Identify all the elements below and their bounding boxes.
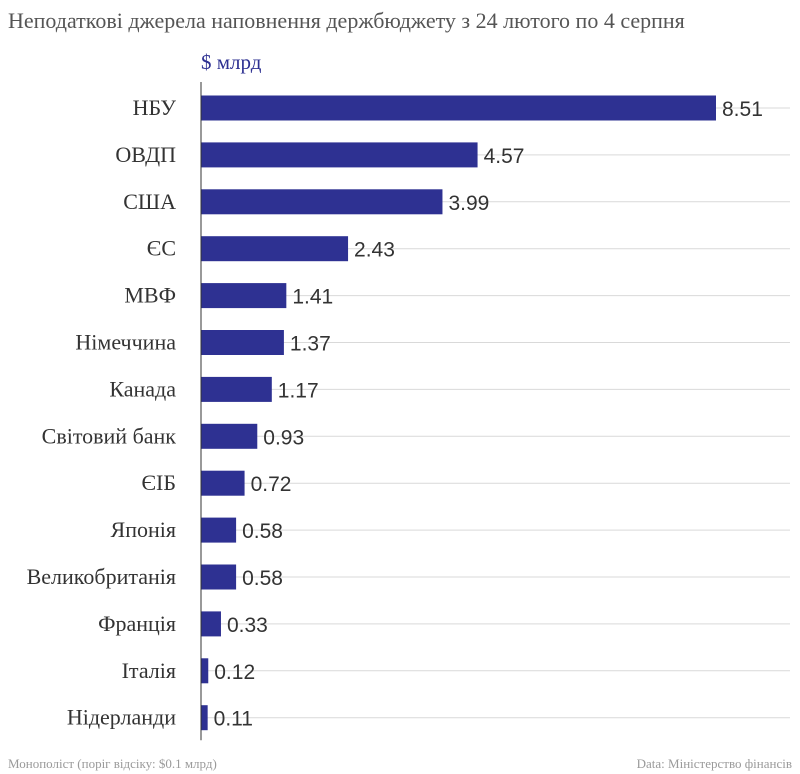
value-label: 0.72: [251, 473, 292, 496]
value-label: 4.57: [484, 145, 525, 168]
gridlines: [201, 107, 790, 719]
bar: [201, 142, 478, 168]
value-label: 0.58: [242, 567, 283, 590]
value-label: 1.41: [292, 286, 333, 309]
bar: [201, 95, 716, 121]
unit-label: $ млрд: [201, 50, 262, 74]
value-label: 0.33: [227, 614, 268, 637]
value-label: 0.58: [242, 520, 283, 543]
bar: [201, 423, 258, 449]
category-label: США: [123, 189, 176, 214]
bar: [201, 517, 237, 543]
category-label: Нідерланди: [67, 705, 176, 730]
value-label: 3.99: [448, 192, 489, 215]
value-label: 1.17: [278, 379, 319, 402]
category-label: НБУ: [133, 95, 177, 120]
value-label: 0.93: [263, 426, 304, 449]
bar: [201, 283, 287, 309]
labels: НБУ 8.51 ОВДП 4.57 США 3.99 ЄС 2.43 МВФ 1.41 Німеч…: [27, 95, 763, 731]
bar: [201, 658, 209, 684]
bars: [201, 95, 716, 731]
chart-title: Неподаткові джерела наповнення держбюдже…: [8, 8, 685, 33]
category-label: Німеччина: [75, 330, 176, 355]
value-label: 8.51: [722, 98, 763, 121]
value-label: 2.43: [354, 239, 395, 262]
bar: [201, 236, 349, 262]
category-label: Франція: [98, 611, 176, 636]
bar: [201, 470, 245, 496]
value-label: 0.12: [214, 661, 255, 684]
category-label: Світовий банк: [42, 423, 177, 448]
bar: [201, 611, 221, 637]
category-label: ЄІБ: [142, 470, 176, 495]
bar: [201, 376, 272, 402]
bar: [201, 564, 237, 590]
category-label: Італія: [122, 658, 176, 683]
category-label: Японія: [111, 517, 176, 542]
bar: [201, 330, 284, 355]
category-label: МВФ: [124, 283, 176, 308]
category-label: Великобританія: [27, 564, 176, 589]
footer-data-credit: Data: Міністерство фінансів: [636, 756, 792, 771]
category-label: ЄС: [147, 236, 176, 261]
bar: [201, 189, 443, 215]
value-label: 1.37: [290, 333, 331, 356]
footer-source-note: Монополіст (поріг відсіку: $0.1 млрд): [8, 756, 217, 771]
value-label: 0.11: [214, 708, 253, 731]
category-label: Канада: [109, 376, 176, 401]
category-label: ОВДП: [115, 142, 176, 167]
bar: [201, 705, 208, 731]
